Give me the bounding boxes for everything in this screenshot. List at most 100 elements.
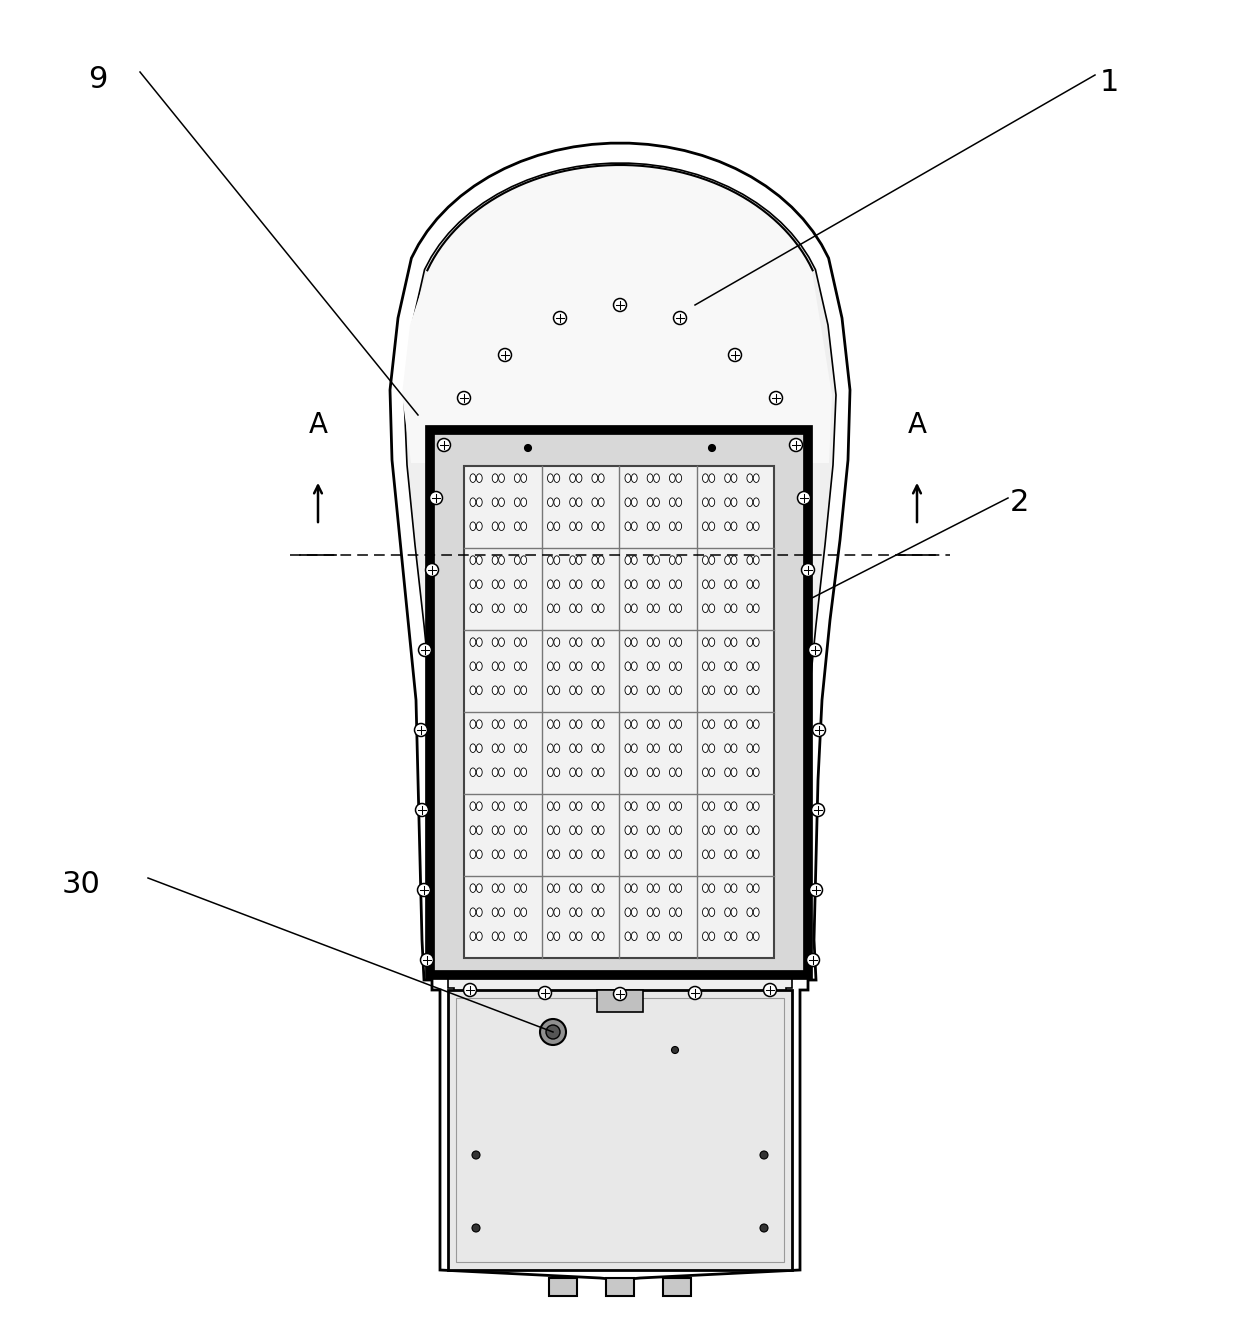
Circle shape [420,953,434,967]
Ellipse shape [709,768,714,777]
Ellipse shape [647,603,653,613]
Ellipse shape [625,744,631,753]
Ellipse shape [631,802,637,810]
Ellipse shape [599,555,604,565]
Ellipse shape [554,579,559,589]
Ellipse shape [591,744,598,753]
Ellipse shape [676,744,682,753]
Ellipse shape [521,768,527,777]
Ellipse shape [670,662,676,670]
Circle shape [464,984,476,996]
Circle shape [538,987,552,1000]
Ellipse shape [577,638,582,646]
Ellipse shape [754,768,759,777]
Ellipse shape [625,579,631,589]
Ellipse shape [591,768,598,777]
Ellipse shape [577,720,582,729]
Ellipse shape [631,720,637,729]
Circle shape [458,391,470,405]
Ellipse shape [676,908,682,917]
Ellipse shape [625,498,631,506]
Ellipse shape [548,603,553,613]
Text: A: A [309,411,327,439]
Ellipse shape [498,638,505,646]
Ellipse shape [515,932,521,941]
Ellipse shape [709,802,714,810]
Ellipse shape [515,720,521,729]
Bar [464,466,774,959]
Ellipse shape [548,744,553,753]
Ellipse shape [746,802,753,810]
Ellipse shape [754,522,759,530]
Ellipse shape [515,662,521,670]
Ellipse shape [703,662,708,670]
Ellipse shape [569,720,575,729]
Ellipse shape [625,686,631,694]
Ellipse shape [492,908,498,917]
Ellipse shape [498,555,505,565]
Ellipse shape [754,744,759,753]
Ellipse shape [577,826,582,834]
Ellipse shape [521,720,527,729]
Ellipse shape [676,555,682,565]
Ellipse shape [599,474,604,482]
Ellipse shape [599,720,604,729]
Ellipse shape [709,498,714,506]
Ellipse shape [631,579,637,589]
Ellipse shape [577,908,582,917]
Ellipse shape [470,638,476,646]
Ellipse shape [746,498,753,506]
Circle shape [429,491,443,505]
Ellipse shape [647,498,653,506]
Ellipse shape [647,744,653,753]
Ellipse shape [492,498,498,506]
Circle shape [614,988,626,1000]
Ellipse shape [470,908,476,917]
Ellipse shape [476,498,482,506]
Ellipse shape [653,603,660,613]
Ellipse shape [599,686,604,694]
Ellipse shape [470,850,476,858]
Ellipse shape [476,474,482,482]
Ellipse shape [569,474,575,482]
Ellipse shape [724,522,730,530]
Circle shape [546,1025,560,1039]
Ellipse shape [732,638,737,646]
Ellipse shape [548,850,553,858]
Ellipse shape [647,638,653,646]
Circle shape [418,884,430,897]
Ellipse shape [724,720,730,729]
Ellipse shape [732,603,737,613]
Circle shape [811,804,825,817]
Ellipse shape [577,686,582,694]
Ellipse shape [724,884,730,892]
Ellipse shape [470,555,476,565]
Ellipse shape [492,850,498,858]
Ellipse shape [754,850,759,858]
Ellipse shape [521,884,527,892]
Circle shape [539,1019,565,1045]
Ellipse shape [476,522,482,530]
Ellipse shape [625,603,631,613]
Ellipse shape [476,720,482,729]
Ellipse shape [521,826,527,834]
Ellipse shape [548,768,553,777]
Ellipse shape [647,720,653,729]
Ellipse shape [470,579,476,589]
Ellipse shape [732,744,737,753]
Ellipse shape [703,744,708,753]
Ellipse shape [515,744,521,753]
Ellipse shape [746,474,753,482]
Ellipse shape [754,579,759,589]
Ellipse shape [599,662,604,670]
Ellipse shape [515,498,521,506]
Ellipse shape [599,744,604,753]
Ellipse shape [554,720,559,729]
Ellipse shape [554,498,559,506]
Ellipse shape [703,720,708,729]
Ellipse shape [470,932,476,941]
Ellipse shape [577,555,582,565]
Circle shape [764,984,776,996]
Ellipse shape [754,474,759,482]
Ellipse shape [670,768,676,777]
